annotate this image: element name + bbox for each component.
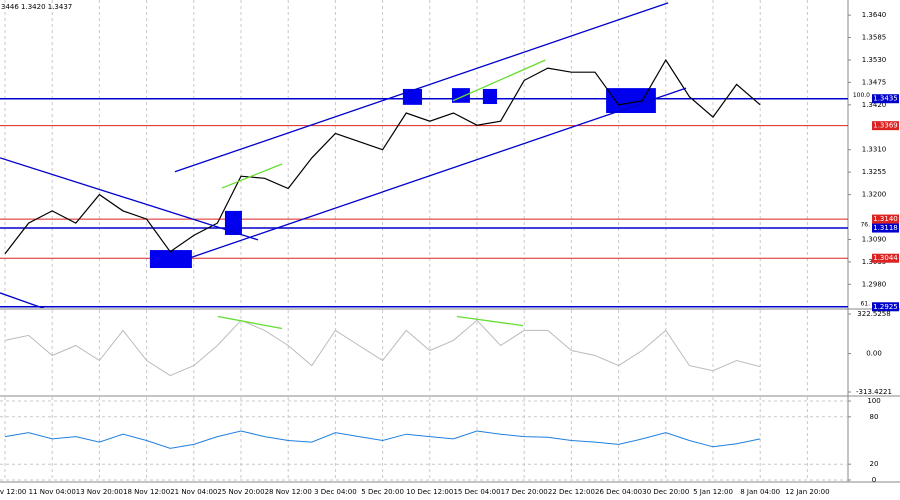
x-tick-label: 22 Dec 12:00 [548,488,595,496]
y-tick-label: 0.00 [866,350,882,358]
fib-label: 61. [860,300,870,307]
level-label-box [872,223,899,233]
x-tick-label: 3 Dec 04:00 [314,488,357,496]
y-tick-label: 1.3090 [862,235,887,243]
x-tick-label: 15 Dec 04:00 [453,488,500,496]
level-label: 1.3369 [873,122,898,130]
level-label: 1.3435 [873,95,898,103]
y-tick-label: 20 [870,460,879,468]
level-label-box [872,214,899,224]
pane [0,400,848,481]
trendline [456,315,524,327]
series-line [4,58,761,255]
y-tick-label: 322.5258 [857,310,890,318]
x-tick-label: 13 Nov 20:00 [76,488,123,496]
chart-header: 3446 1.3420 1.3437 [1,3,72,11]
trendline [174,2,669,173]
zone [482,88,498,105]
pane [4,315,761,377]
level-label: 1.3140 [873,215,898,223]
y-tick-label: 1.3420 [862,101,887,109]
y-tick-label: 1.3255 [862,168,887,176]
zone [224,210,242,235]
level-label: 1.3044 [873,254,898,262]
trendline [189,87,687,259]
axis: 322.5258 0.00 -313.4221 [848,310,892,396]
y-tick-label: 1.3530 [862,56,887,64]
level-label-box [872,302,899,312]
y-tick-label: -313.4221 [856,388,892,396]
x-tick-label: 5 Dec 20:00 [361,488,404,496]
fib-label: 76. [860,222,870,229]
axis: 100 80 20 0 [848,397,881,484]
zone [402,88,423,105]
x-tick-label: 28 Nov 12:00 [265,488,312,496]
x-tick-label: 18 Nov 12:00 [123,488,170,496]
y-tick-label: 1.3475 [862,78,887,86]
x-tick-label: 8 Jan 04:00 [740,488,780,496]
x-tick-label: 17 Dec 20:00 [501,488,548,496]
y-tick-label: 100 [867,397,880,405]
x-tick-label: 10 Dec 12:00 [406,488,453,496]
y-tick-label: 1.3310 [862,146,887,154]
level-label-box [872,253,899,263]
trendline [452,59,546,102]
series-line [4,319,761,377]
x-tick-label: 5 Jan 12:00 [693,488,733,496]
y-tick-label: 0 [872,476,876,484]
pane [0,2,848,308]
trendline [221,163,283,189]
x-tick-label: 12 Jan 20:00 [785,488,829,496]
axis: 1.3640 1.3585 1.3530 1.3475 1.3420 1.3310 1.32… [848,11,899,312]
y-tick-label: 1.3200 [862,191,887,199]
zone [149,250,192,269]
level-label-box [872,94,899,104]
y-tick-label: 1.3640 [862,11,887,19]
trendline [0,157,259,241]
x-tick-label: 25 Nov 20:00 [217,488,264,496]
x-tick-label: 26 Dec 04:00 [595,488,642,496]
trendline [217,315,283,330]
fib-label: 100.0 [853,92,870,99]
level-label: 1.3118 [873,224,898,232]
series-line [4,430,761,449]
level-label-box [872,121,899,131]
x-tick-label: 30 Dec 20:00 [642,488,689,496]
trendline [0,292,45,308]
y-tick-label: 1.3585 [862,34,887,42]
level-label: 1.2925 [873,303,898,311]
x-tick-label: 11 Nov 04:00 [29,488,76,496]
y-tick-label: 1.2980 [862,280,887,288]
x-tick-label: 21 Nov 04:00 [170,488,217,496]
y-tick-label: 80 [870,413,879,421]
x-tick-label: 6 Nov 12:00 [0,488,26,496]
